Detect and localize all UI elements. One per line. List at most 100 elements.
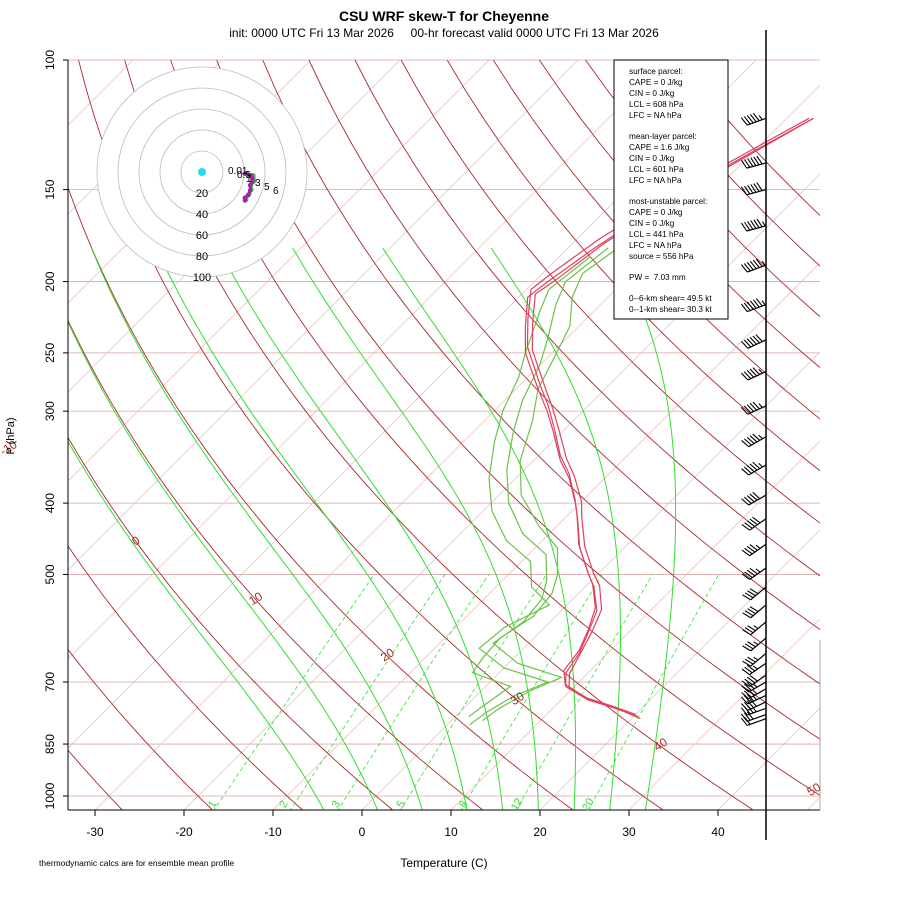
wind-barb-flag	[741, 680, 750, 687]
wind-barb-flag	[746, 688, 755, 696]
hodograph-ring-label-40: 40	[196, 209, 208, 221]
wind-barb-half-flag	[755, 544, 761, 549]
wind-barb-half-flag	[758, 115, 763, 120]
isotherm-20	[539, 529, 820, 810]
wind-barb-half-flag	[758, 403, 763, 408]
mixing-ratio-8	[460, 574, 603, 810]
mean-lfc: LFC = NA hPa	[629, 176, 682, 185]
wind-barb-flag	[752, 461, 761, 469]
dry-adiabat-100	[400, 60, 820, 524]
wind-barb-half-flag	[762, 221, 766, 227]
surface-cape: CAPE = 0 J/kg	[629, 78, 683, 87]
hodograph-trace-purple-point-2	[249, 175, 255, 181]
wind-barb-550	[742, 604, 767, 619]
dry-adiabat--30	[68, 749, 123, 810]
moist-adiabat-2	[68, 320, 379, 810]
mean-cin: CIN = 0 J/kg	[629, 154, 675, 163]
moist-adiabat-7	[90, 247, 423, 810]
wind-barb-half-flag	[753, 625, 759, 630]
dry-adiabat-60	[216, 60, 820, 740]
dry-adiabats	[68, 60, 820, 810]
wind-barb-flag	[746, 301, 754, 310]
wind-barb-shaft	[748, 436, 767, 448]
mu-cin: CIN = 0 J/kg	[629, 219, 675, 228]
mean-lcl: LCL = 601 hPa	[629, 165, 684, 174]
wind-barb-flag	[746, 693, 755, 702]
wind-barb-flag	[752, 259, 760, 268]
isotherm-0	[361, 351, 820, 810]
wind-barb-flag	[749, 606, 759, 613]
hodograph-ring-label-20: 20	[196, 188, 208, 200]
temperature-tick-label-30: 30	[622, 825, 636, 839]
hodograph: 20 40 60 80 100 0.010.51 3 5 6	[96, 66, 308, 284]
wind-barb-flag	[740, 117, 748, 126]
dry-adiabat-120	[492, 60, 820, 420]
wind-barb-flag	[756, 155, 763, 165]
wind-barb-flag	[746, 705, 754, 714]
pressure-tick-label-250: 250	[43, 343, 57, 363]
wind-barb-half-flag	[758, 462, 763, 468]
wind-barb-flag	[749, 402, 757, 411]
wind-barb-490	[741, 567, 767, 580]
temperature-tick-label-0: 0	[359, 825, 366, 839]
wind-barb-shaft	[747, 117, 767, 126]
pressure-tick-label-1000: 1000	[43, 782, 57, 809]
pressure-axis: 100 150 200 250 300 400 500 700 850 1000	[43, 50, 68, 809]
wind-barb-shaft	[748, 681, 767, 693]
wind-barb-flag	[743, 339, 752, 348]
wind-barb-flag	[742, 660, 751, 667]
pressure-tick-label-200: 200	[43, 271, 57, 291]
wind-barb-flag	[744, 658, 754, 665]
wind-barb-flag	[743, 466, 752, 474]
wind-barb-flag	[743, 116, 751, 125]
wind-barb-shaft	[746, 189, 767, 196]
wind-barb-flag	[749, 588, 759, 595]
mixing-ratio-label-1: 1	[206, 799, 219, 810]
dry-adiabat-110	[446, 60, 820, 472]
wind-barb-138	[740, 155, 767, 169]
dry-adiabat-0	[68, 436, 394, 810]
wind-barb-flag	[744, 571, 753, 579]
wind-barb-flag	[749, 493, 758, 501]
wind-barb-120	[740, 112, 767, 126]
temperature-member-2	[531, 117, 814, 720]
dry-adiabat-label-20: 20	[378, 645, 397, 664]
wind-barb-flag	[749, 699, 757, 707]
shear-0-6km: 0--6-km shear= 49.5 kt	[629, 294, 712, 303]
wind-barb-flag	[746, 664, 756, 672]
wind-barb-flag	[743, 695, 752, 703]
wind-barb-half-flag	[752, 695, 757, 701]
wind-barb-shaft	[748, 688, 767, 700]
wind-barb-flag	[749, 567, 758, 575]
wind-barb-flag	[740, 707, 748, 716]
wind-barb-shaft	[749, 567, 767, 580]
wind-barb-flag	[756, 218, 763, 228]
wind-barb-flag	[747, 184, 754, 194]
wind-barb-flag	[746, 338, 755, 346]
hodograph-ring-20	[180, 150, 224, 194]
wind-barb-flag	[746, 436, 755, 444]
temperature-tick-label-10: 10	[444, 825, 458, 839]
wind-barb-flag	[741, 498, 750, 506]
wind-barb-flag	[741, 440, 750, 448]
wind-barb-flag	[752, 516, 761, 524]
mixing-ratio-3	[337, 574, 490, 810]
wind-barb-520	[742, 586, 767, 601]
wind-barb-shaft	[749, 674, 767, 688]
wind-barb-215	[740, 298, 767, 313]
dewpoint-member-2	[469, 256, 591, 726]
pressure-tick-label-850: 850	[43, 734, 57, 754]
wind-barb-shaft	[747, 405, 767, 415]
wind-barb-flag	[744, 522, 753, 529]
dry-adiabat-10	[68, 319, 484, 810]
mixing-ratio-labels: 1 2 3 5 8 12 20	[206, 796, 597, 813]
wind-barb-flag	[740, 264, 748, 273]
wind-barb-flag	[749, 674, 758, 682]
mu-source: source = 556 hPa	[629, 252, 694, 261]
temperature-tick-label-20: 20	[533, 825, 547, 839]
wind-barb-flag	[746, 569, 756, 577]
moist-adiabat-20	[292, 247, 539, 810]
wind-barb-flag	[747, 625, 756, 632]
wind-barb-flag	[749, 544, 758, 551]
